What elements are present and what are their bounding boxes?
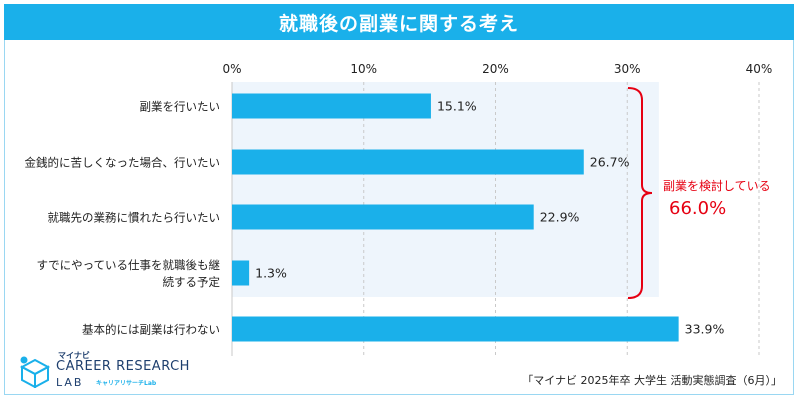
- annotation-label: 副業を検討している: [663, 178, 771, 193]
- x-tick-label: 20%: [482, 62, 509, 76]
- bar: [232, 316, 679, 342]
- bar: [232, 149, 584, 175]
- value-label: 26.7%: [590, 155, 630, 170]
- value-label: 1.3%: [255, 266, 287, 281]
- value-label: 22.9%: [540, 210, 580, 225]
- category-label: 基本的には副業は行わない: [82, 323, 220, 337]
- bar: [232, 93, 431, 119]
- x-tick-label: 0%: [222, 62, 241, 76]
- title-bar: 就職後の副業に関する考え: [4, 4, 794, 40]
- cube-logo-icon: [19, 356, 51, 388]
- category-label: 副業を行いたい: [140, 100, 221, 114]
- chart-title: 就職後の副業に関する考え: [278, 12, 519, 35]
- category-label: 金銭的に苦しくなった場合、行いたい: [25, 156, 221, 170]
- value-label: 15.1%: [437, 99, 477, 114]
- category-label: すでにやっている仕事を就職後も継: [36, 258, 220, 272]
- bar: [232, 204, 534, 230]
- logo-brand-sub: キャリアリサーチLab: [96, 380, 157, 387]
- value-label: 33.9%: [685, 322, 725, 337]
- annotation-value: 66.0%: [669, 198, 726, 219]
- logo-brand-main: CAREER RESEARCH: [56, 359, 190, 374]
- x-tick-label: 10%: [350, 62, 377, 76]
- x-tick-label: 30%: [614, 62, 641, 76]
- source-note: 「マイナビ 2025年卒 大学生 活動実態調査（6月）」: [522, 374, 782, 387]
- category-label: 就職先の業務に慣れたら行いたい: [48, 211, 221, 225]
- logo-brand-lab: LAB: [56, 376, 84, 389]
- annotation-bracket: [627, 87, 653, 299]
- category-label: 続する予定: [163, 275, 221, 289]
- x-tick-label: 40%: [746, 62, 773, 76]
- career-research-lab-logo: マイナビ CAREER RESEARCH LAB キャリアリサーチLab: [18, 350, 218, 394]
- logo-brand-small: マイナビ: [58, 351, 90, 360]
- bar: [232, 260, 250, 286]
